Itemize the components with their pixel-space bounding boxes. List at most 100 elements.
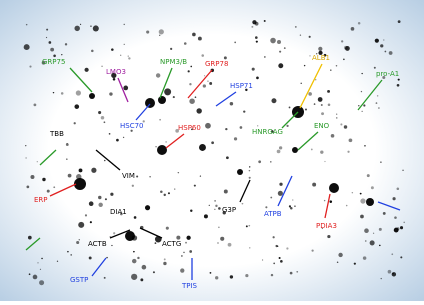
spot bbox=[379, 228, 382, 231]
spot bbox=[204, 214, 208, 218]
spot bbox=[218, 207, 221, 210]
spot bbox=[224, 56, 227, 59]
spot bbox=[74, 26, 79, 31]
spot bbox=[157, 145, 167, 155]
page: {"labels": ["GRP75", "LMO3", "NPM3/B", "… bbox=[0, 0, 424, 301]
spot bbox=[207, 81, 208, 82]
spot bbox=[362, 111, 363, 112]
spot bbox=[160, 190, 163, 193]
spot bbox=[111, 245, 112, 246]
spot bbox=[210, 272, 212, 274]
spot bbox=[85, 214, 87, 216]
protein-label: HSP60 bbox=[178, 124, 201, 132]
spot bbox=[358, 22, 361, 25]
spot bbox=[366, 198, 374, 206]
spot bbox=[132, 259, 136, 263]
spot bbox=[380, 161, 382, 163]
spot bbox=[164, 88, 171, 95]
spot bbox=[155, 146, 156, 147]
spot bbox=[242, 203, 244, 205]
spot bbox=[290, 207, 293, 210]
spot bbox=[165, 141, 167, 143]
spot bbox=[314, 103, 316, 105]
spot bbox=[273, 236, 275, 238]
protein-label: NPM3/B bbox=[160, 58, 187, 66]
spot bbox=[392, 273, 393, 274]
protein-label: ACTG bbox=[162, 240, 181, 248]
spot bbox=[124, 24, 125, 25]
spot bbox=[327, 90, 330, 93]
spot bbox=[363, 104, 365, 106]
spot bbox=[360, 198, 365, 203]
spot bbox=[336, 117, 338, 119]
protein-label: PDIA3 bbox=[316, 222, 337, 230]
spot bbox=[389, 51, 393, 55]
spot bbox=[109, 92, 112, 95]
spot bbox=[383, 39, 384, 40]
spot bbox=[134, 216, 137, 219]
spot bbox=[142, 265, 147, 270]
spot bbox=[66, 158, 68, 160]
spot bbox=[34, 103, 37, 106]
spot bbox=[349, 138, 353, 142]
spot bbox=[300, 34, 301, 35]
spot bbox=[252, 20, 256, 24]
spot bbox=[270, 38, 276, 44]
spot bbox=[113, 78, 116, 81]
spot bbox=[365, 240, 367, 242]
spot bbox=[164, 258, 166, 260]
spot bbox=[255, 36, 258, 39]
spot bbox=[286, 247, 288, 249]
spot bbox=[53, 92, 54, 93]
spot bbox=[347, 151, 349, 153]
spot bbox=[47, 190, 50, 193]
spot bbox=[398, 79, 400, 81]
spot bbox=[110, 193, 113, 196]
spot bbox=[373, 233, 374, 234]
spot bbox=[249, 170, 251, 172]
spot bbox=[203, 84, 206, 87]
spot bbox=[277, 40, 281, 44]
spot bbox=[388, 270, 392, 274]
spot bbox=[397, 227, 400, 230]
spot bbox=[164, 194, 166, 196]
spot bbox=[41, 258, 42, 259]
spot bbox=[351, 27, 355, 31]
spot bbox=[189, 83, 191, 85]
spot bbox=[397, 84, 400, 87]
spot bbox=[215, 205, 217, 207]
spot bbox=[145, 98, 155, 108]
spot bbox=[336, 114, 337, 115]
spot bbox=[158, 96, 166, 104]
spot bbox=[230, 102, 233, 105]
spot bbox=[155, 242, 157, 244]
spot bbox=[80, 24, 81, 25]
spot bbox=[28, 236, 32, 240]
spot bbox=[234, 137, 237, 140]
spot bbox=[224, 189, 228, 193]
spot bbox=[199, 144, 206, 151]
spot bbox=[264, 20, 266, 22]
spot bbox=[26, 186, 29, 189]
spot bbox=[344, 125, 347, 128]
spot bbox=[98, 111, 101, 114]
spot bbox=[360, 215, 364, 219]
spot bbox=[40, 269, 41, 270]
spot bbox=[136, 175, 138, 177]
spot bbox=[249, 247, 250, 248]
spot bbox=[383, 212, 386, 215]
spot bbox=[284, 47, 286, 49]
spot bbox=[218, 227, 220, 229]
protein-label: LMO3 bbox=[106, 68, 126, 76]
spot bbox=[104, 277, 106, 279]
spot bbox=[338, 253, 342, 257]
spot bbox=[85, 68, 89, 72]
spot bbox=[394, 216, 397, 219]
spot bbox=[168, 192, 170, 194]
spot bbox=[61, 54, 62, 55]
spot bbox=[159, 29, 164, 34]
spot bbox=[76, 90, 81, 95]
spot bbox=[104, 160, 106, 162]
spot bbox=[360, 193, 362, 195]
spot bbox=[234, 42, 236, 44]
